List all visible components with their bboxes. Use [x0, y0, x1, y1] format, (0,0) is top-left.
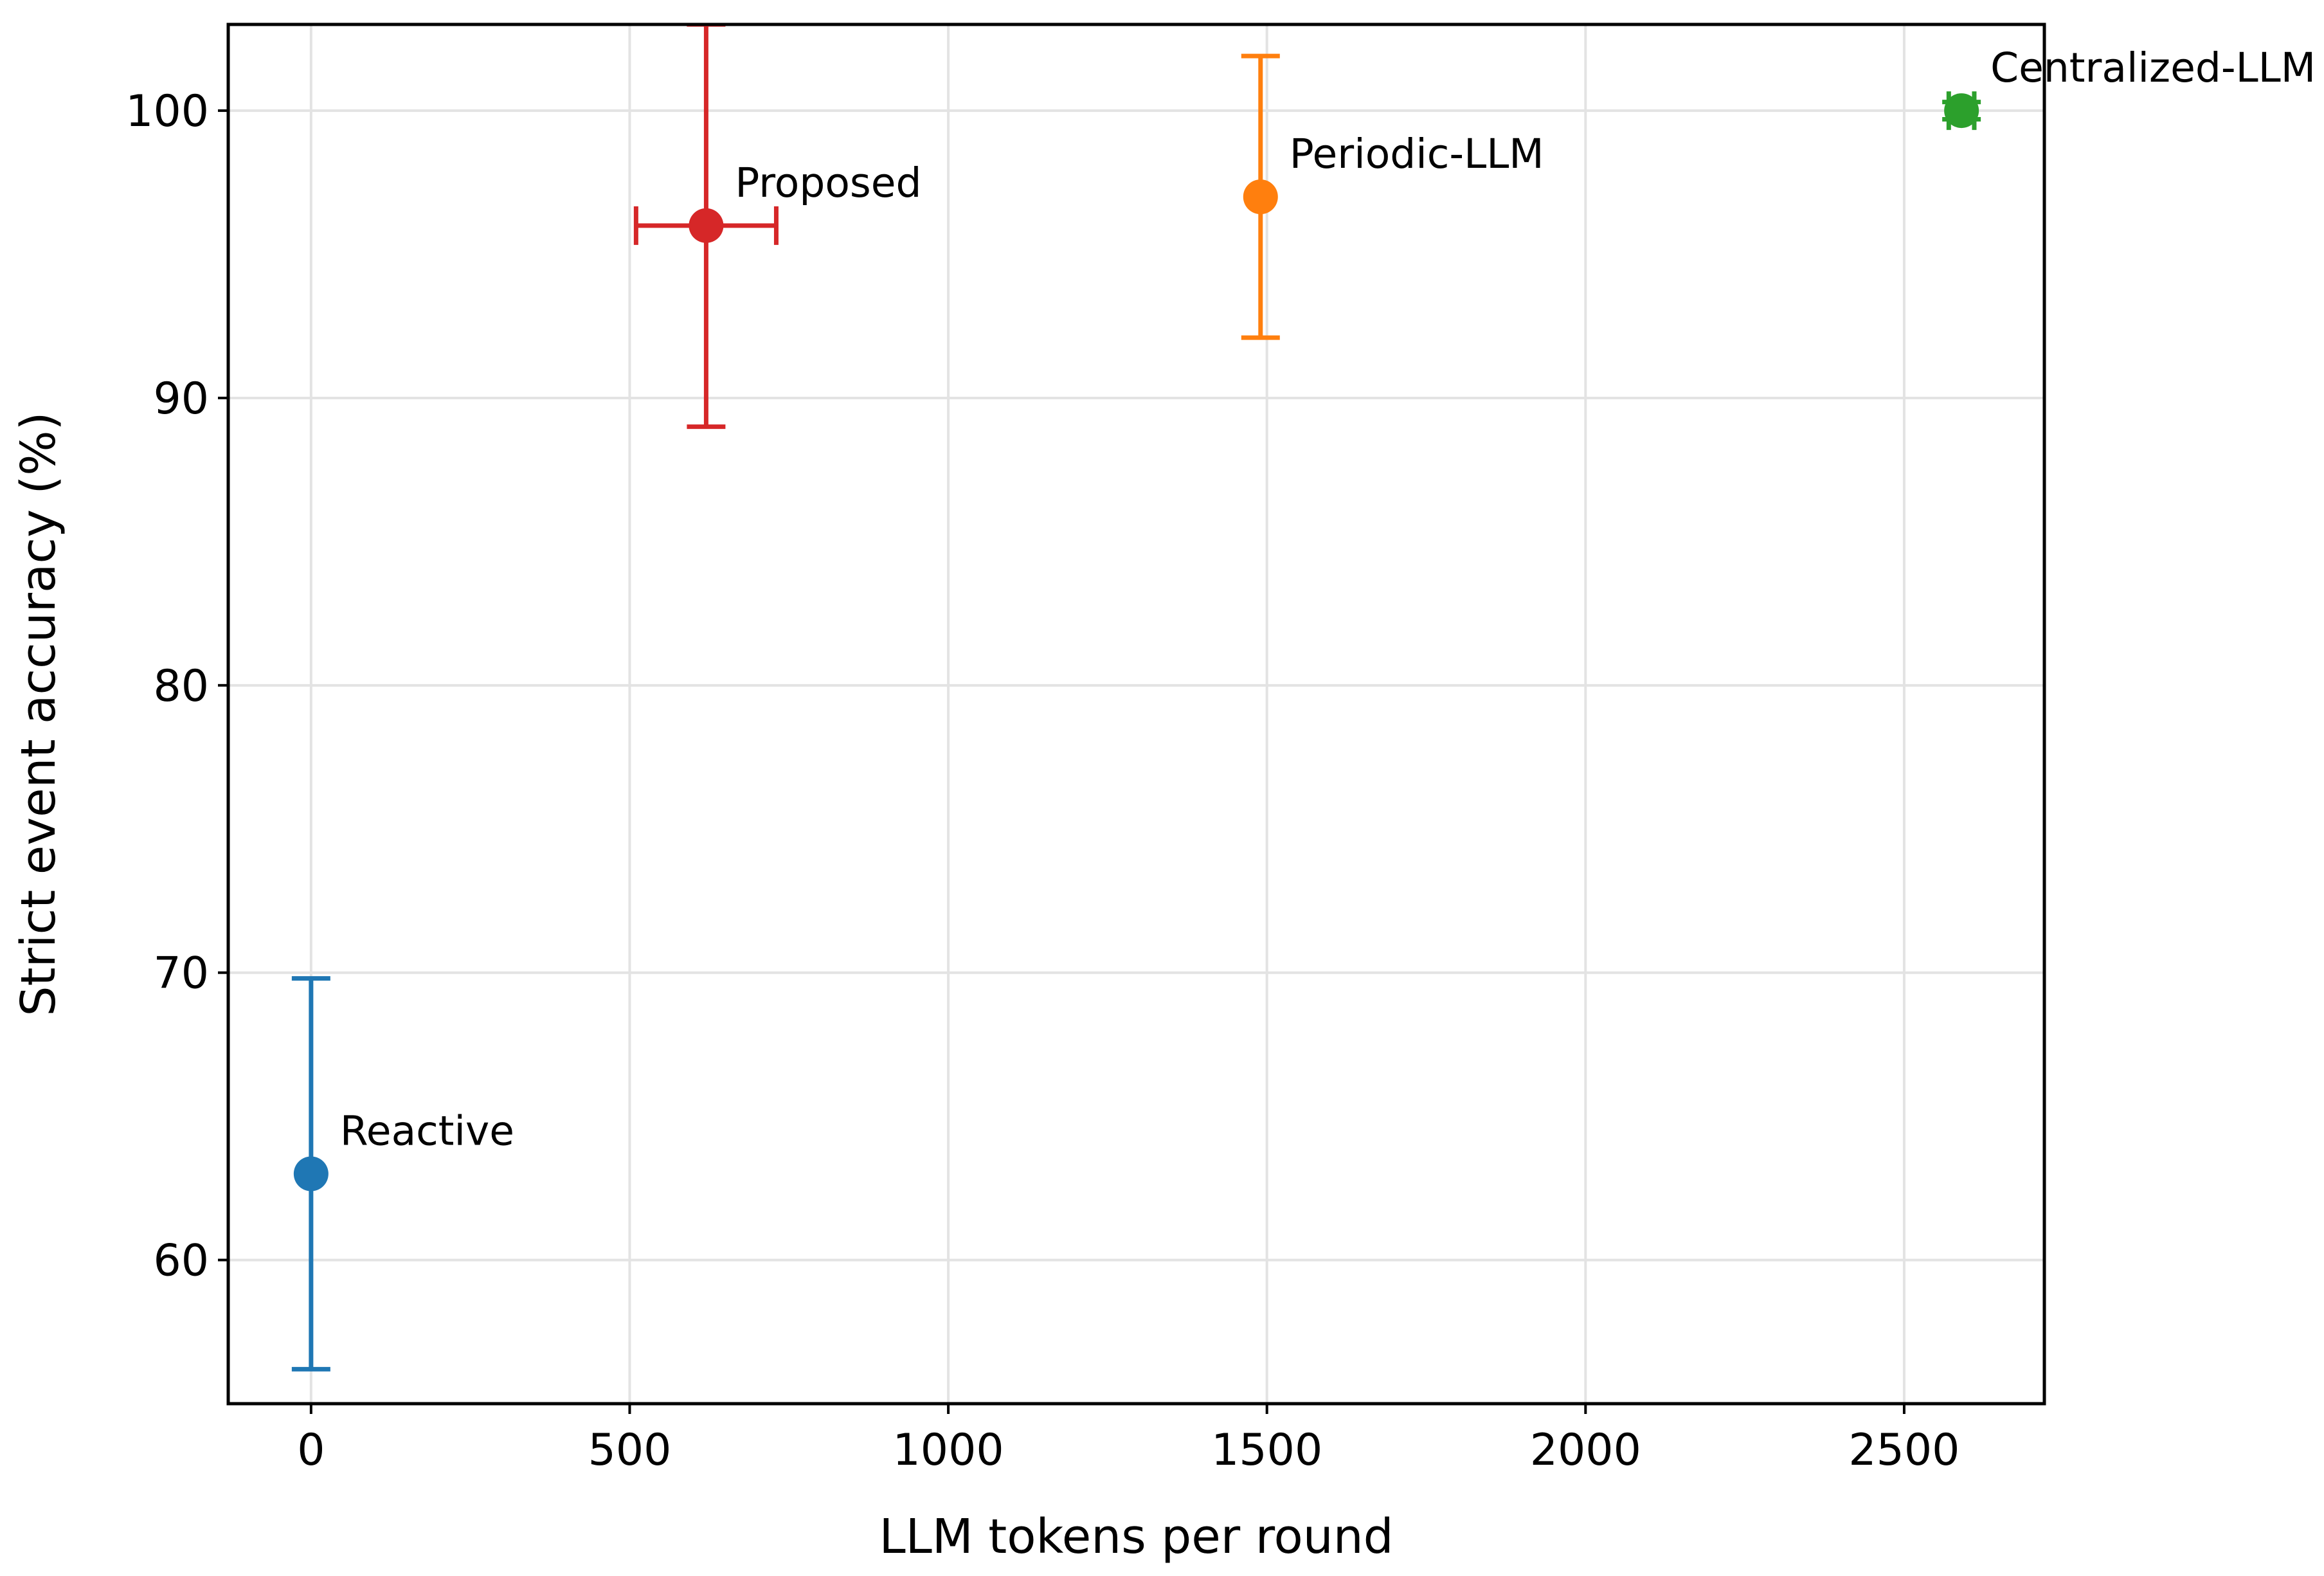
point-label: Reactive: [340, 1108, 514, 1155]
grid: [228, 24, 2044, 1404]
x-tick-label: 0: [297, 1425, 325, 1476]
ticks: 0 500 1000 1500 2000 2500 60 70 80 90 100: [125, 86, 1959, 1476]
data-point-periodic-llm: [1243, 179, 1278, 215]
y-tick-label: 60: [153, 1236, 209, 1287]
y-tick-label: 70: [153, 948, 209, 999]
x-axis-label: LLM tokens per round: [879, 1509, 1393, 1564]
x-tick-label: 1500: [1211, 1425, 1322, 1476]
y-axis-label: Strict event accuracy (%): [11, 412, 66, 1017]
y-tick-label: 90: [153, 374, 209, 424]
data-point-reactive: [293, 1156, 329, 1191]
data-points: [293, 93, 1979, 1191]
point-label: Periodic-LLM: [1290, 131, 1544, 177]
y-tick-label: 100: [125, 86, 209, 137]
y-tick-label: 80: [153, 661, 209, 712]
plot-frame: [226, 23, 2046, 1406]
point-label: Centralized-LLM: [1990, 44, 2316, 91]
x-tick-label: 2500: [1848, 1425, 1959, 1476]
point-label: Proposed: [735, 159, 921, 206]
data-point-centralized-llm: [1944, 93, 1979, 129]
x-tick-label: 500: [588, 1425, 672, 1476]
data-point-proposed: [689, 208, 724, 243]
x-tick-label: 2000: [1530, 1425, 1641, 1476]
x-tick-label: 1000: [893, 1425, 1004, 1476]
